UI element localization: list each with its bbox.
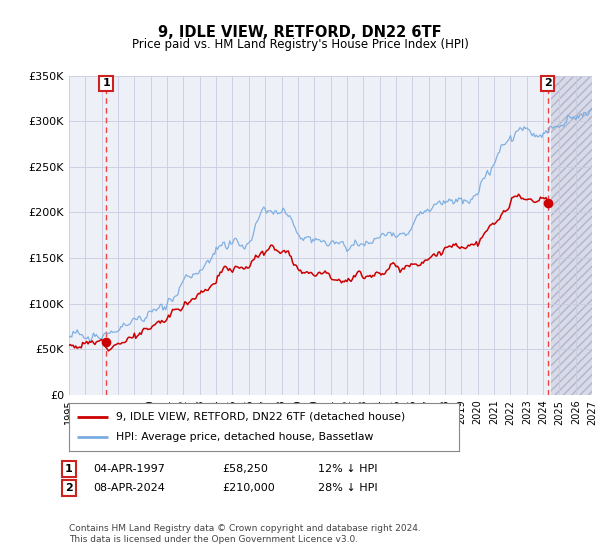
Text: HPI: Average price, detached house, Bassetlaw: HPI: Average price, detached house, Bass… (116, 432, 373, 442)
Text: 08-APR-2024: 08-APR-2024 (93, 483, 165, 493)
Text: 12% ↓ HPI: 12% ↓ HPI (318, 464, 377, 474)
Text: £210,000: £210,000 (222, 483, 275, 493)
Text: £58,250: £58,250 (222, 464, 268, 474)
Text: 04-APR-1997: 04-APR-1997 (93, 464, 165, 474)
Text: 9, IDLE VIEW, RETFORD, DN22 6TF: 9, IDLE VIEW, RETFORD, DN22 6TF (158, 25, 442, 40)
Text: Contains HM Land Registry data © Crown copyright and database right 2024.
This d: Contains HM Land Registry data © Crown c… (69, 524, 421, 544)
Bar (551, 76, 592, 395)
Text: 1: 1 (102, 78, 110, 88)
Text: 1: 1 (65, 464, 73, 474)
Text: Price paid vs. HM Land Registry's House Price Index (HPI): Price paid vs. HM Land Registry's House … (131, 38, 469, 52)
Text: 2: 2 (544, 78, 551, 88)
Text: 28% ↓ HPI: 28% ↓ HPI (318, 483, 377, 493)
Text: 2: 2 (65, 483, 73, 493)
Text: 9, IDLE VIEW, RETFORD, DN22 6TF (detached house): 9, IDLE VIEW, RETFORD, DN22 6TF (detache… (116, 412, 405, 422)
